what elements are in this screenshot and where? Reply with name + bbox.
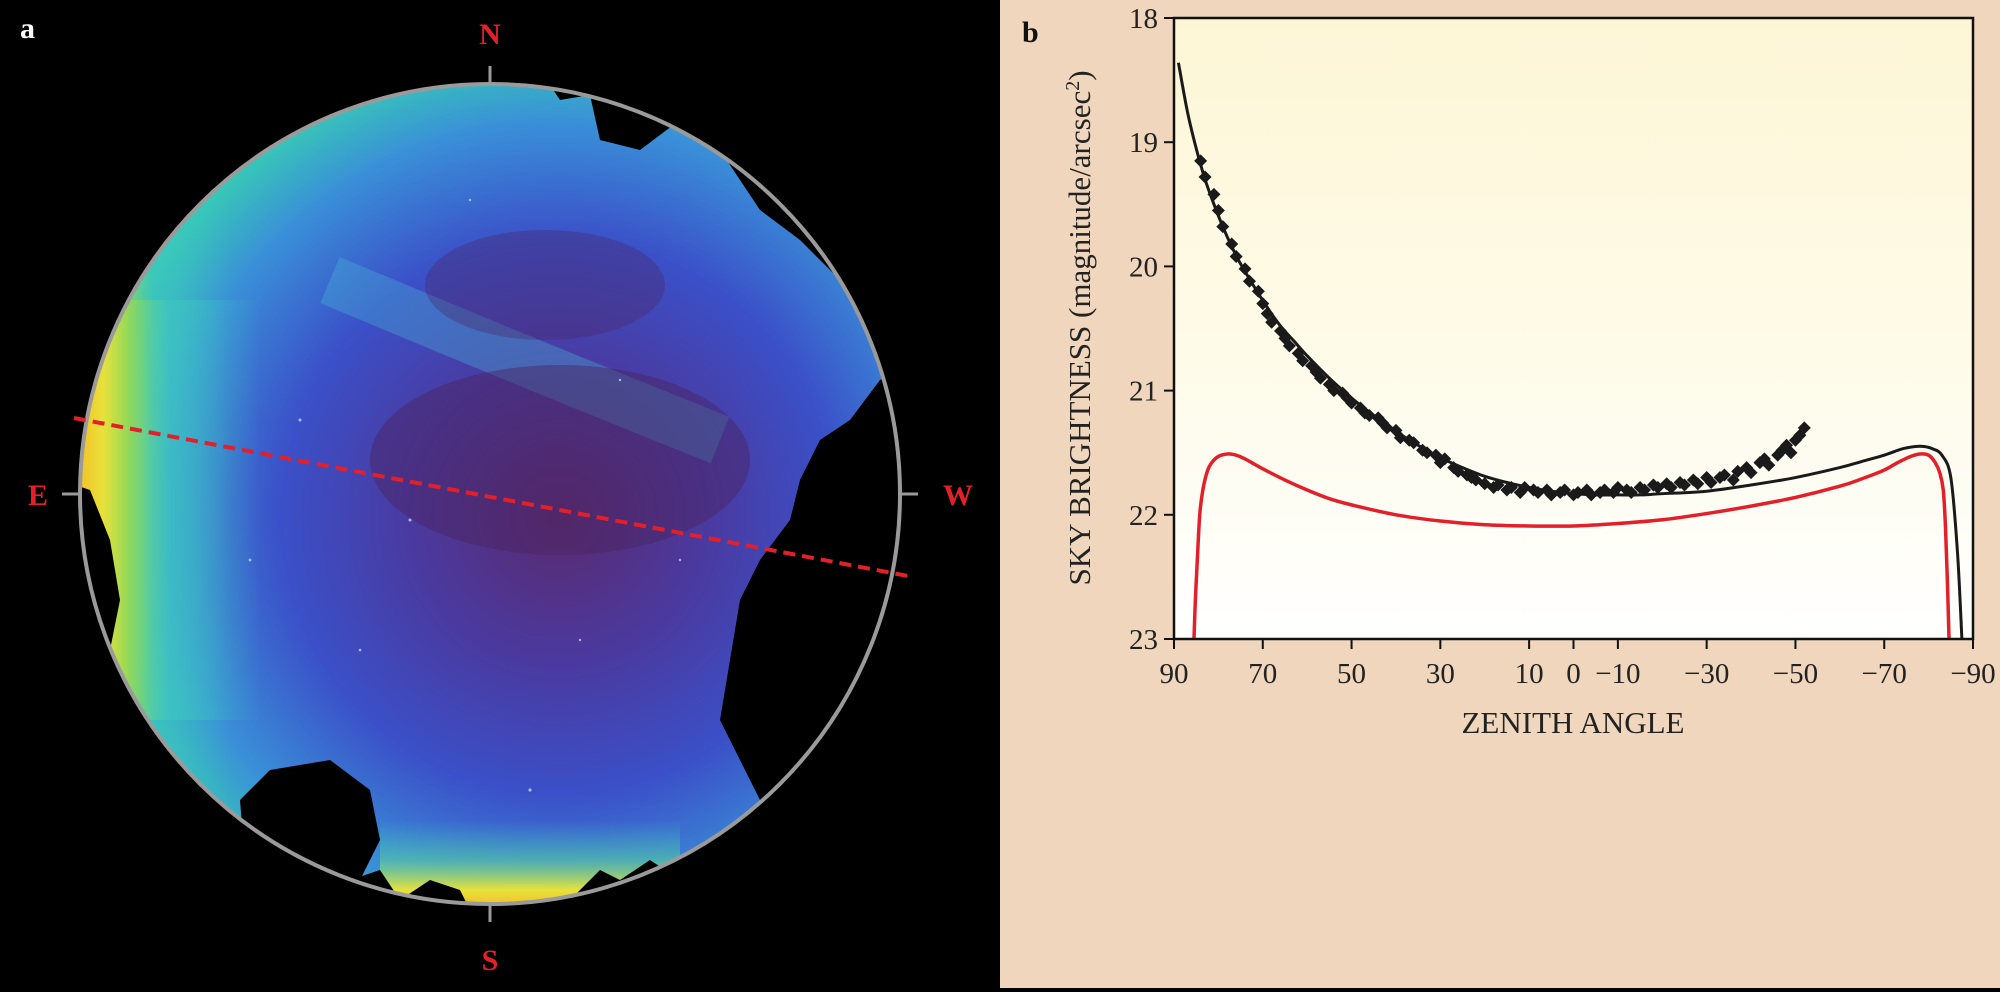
- x-axis-label: ZENITH ANGLE: [1462, 705, 1685, 740]
- data-point: [1664, 480, 1678, 494]
- y-axis-label-sup: 2: [1062, 81, 1084, 91]
- x-tick-label: −50: [1773, 658, 1818, 690]
- data-point: [1207, 187, 1221, 201]
- y-tick-label: 19: [1129, 127, 1158, 159]
- y-tick-label: 22: [1129, 500, 1158, 532]
- y-axis-label: SKY BRIGHTNESS (magnitude/arcsec2): [1062, 70, 1097, 585]
- data-point: [1691, 477, 1705, 491]
- data-point: [1447, 461, 1461, 475]
- data-point: [1327, 384, 1341, 398]
- data-point: [1624, 485, 1638, 499]
- data-point: [1704, 476, 1718, 490]
- data-point: [1540, 483, 1554, 497]
- x-tick-label: 0: [1566, 658, 1581, 690]
- data-point: [1194, 154, 1208, 168]
- sky-brightness-chart: b 90 70 50 30 10 0 −10 −30 −50 −70 −90 18192021222…: [1022, 3, 1996, 740]
- data-point: [1353, 401, 1367, 415]
- x-tick-label: −30: [1684, 658, 1729, 690]
- x-tick-label: −10: [1595, 658, 1640, 690]
- data-point: [1305, 359, 1319, 373]
- y-axis: 18 19 20 21 22 23: [1129, 3, 1174, 656]
- data-point: [1726, 473, 1740, 487]
- data-point: [1771, 448, 1785, 462]
- data-point: [1376, 416, 1390, 430]
- data-point: [1797, 421, 1811, 435]
- data-point: [1242, 274, 1256, 288]
- y-tick-label: 20: [1129, 251, 1158, 283]
- y-tick-label: 23: [1129, 624, 1158, 656]
- data-point: [1296, 354, 1310, 368]
- x-tick-label: 10: [1515, 658, 1544, 690]
- data-point: [1251, 284, 1265, 298]
- sky-disc: [80, 84, 900, 904]
- all-sky-image: a N S E W: [20, 12, 973, 977]
- x-tick-label: 30: [1426, 658, 1455, 690]
- data-point: [1513, 485, 1527, 499]
- data-point: [1211, 204, 1225, 218]
- data-point: [1260, 307, 1274, 321]
- data-point: [1558, 483, 1572, 497]
- plot-area: [1174, 18, 1973, 639]
- compass-south: S: [482, 944, 499, 977]
- x-axis: 90 70 50 30 10 0 −10 −30 −50 −70 −90: [1160, 639, 1996, 690]
- compass-north: N: [479, 18, 501, 51]
- stars: [248, 198, 682, 792]
- data-point: [1256, 297, 1270, 311]
- panel-b: b 90 70 50 30 10 0 −10 −30 −50 −70 −90 18 19 20 21 22 2…: [1000, 0, 2000, 988]
- data-point: [1438, 452, 1452, 466]
- x-tick-label: 50: [1337, 658, 1366, 690]
- data-point: [1229, 249, 1243, 263]
- data-point: [1238, 262, 1252, 276]
- y-tick-label: 18: [1129, 3, 1158, 35]
- data-point: [1638, 483, 1652, 497]
- panel-b-label: b: [1022, 16, 1039, 49]
- data-point: [1491, 478, 1505, 492]
- series-line-model-red-: [1192, 452, 1951, 639]
- data-point: [1504, 480, 1518, 494]
- data-point: [1198, 170, 1212, 184]
- compass-east: E: [28, 479, 48, 512]
- data-point: [1700, 471, 1714, 485]
- data-point: [1713, 471, 1727, 485]
- data-point: [1265, 315, 1279, 329]
- data-point: [1571, 485, 1585, 499]
- data-point: [1216, 220, 1230, 234]
- data-point: [1313, 371, 1327, 385]
- y-tick-label: 21: [1129, 376, 1158, 408]
- y-axis-label-main: SKY BRIGHTNESS (magnitude/arcsec: [1062, 91, 1097, 586]
- data-point: [1584, 488, 1598, 502]
- y-axis-label-close: ): [1062, 70, 1097, 80]
- x-tick-label: −90: [1950, 658, 1995, 690]
- panel-a-label: a: [20, 12, 35, 45]
- compass-west: W: [943, 479, 973, 512]
- x-tick-label: 70: [1248, 658, 1277, 690]
- panel-a: a N S E W: [0, 0, 1000, 988]
- data-point: [1677, 478, 1691, 492]
- x-tick-label: 90: [1160, 658, 1189, 690]
- data-point: [1740, 461, 1754, 475]
- data-point: [1225, 237, 1239, 251]
- profile-line: [73, 416, 909, 578]
- data-point: [1282, 339, 1296, 353]
- series-layer: [1176, 62, 1964, 639]
- data-point: [1340, 391, 1354, 405]
- data-point: [1762, 458, 1776, 472]
- data-point: [1433, 456, 1447, 470]
- data-point: [1598, 483, 1612, 497]
- data-point: [1527, 483, 1541, 497]
- data-point: [1744, 466, 1758, 480]
- data-point: [1784, 446, 1798, 460]
- series-line-model-fit: [1176, 62, 1964, 639]
- data-point: [1469, 473, 1483, 487]
- data-point: [1717, 468, 1731, 482]
- data-point: [1371, 411, 1385, 425]
- data-point: [1345, 396, 1359, 410]
- x-tick-label: −70: [1862, 658, 1907, 690]
- data-point: [1407, 436, 1421, 450]
